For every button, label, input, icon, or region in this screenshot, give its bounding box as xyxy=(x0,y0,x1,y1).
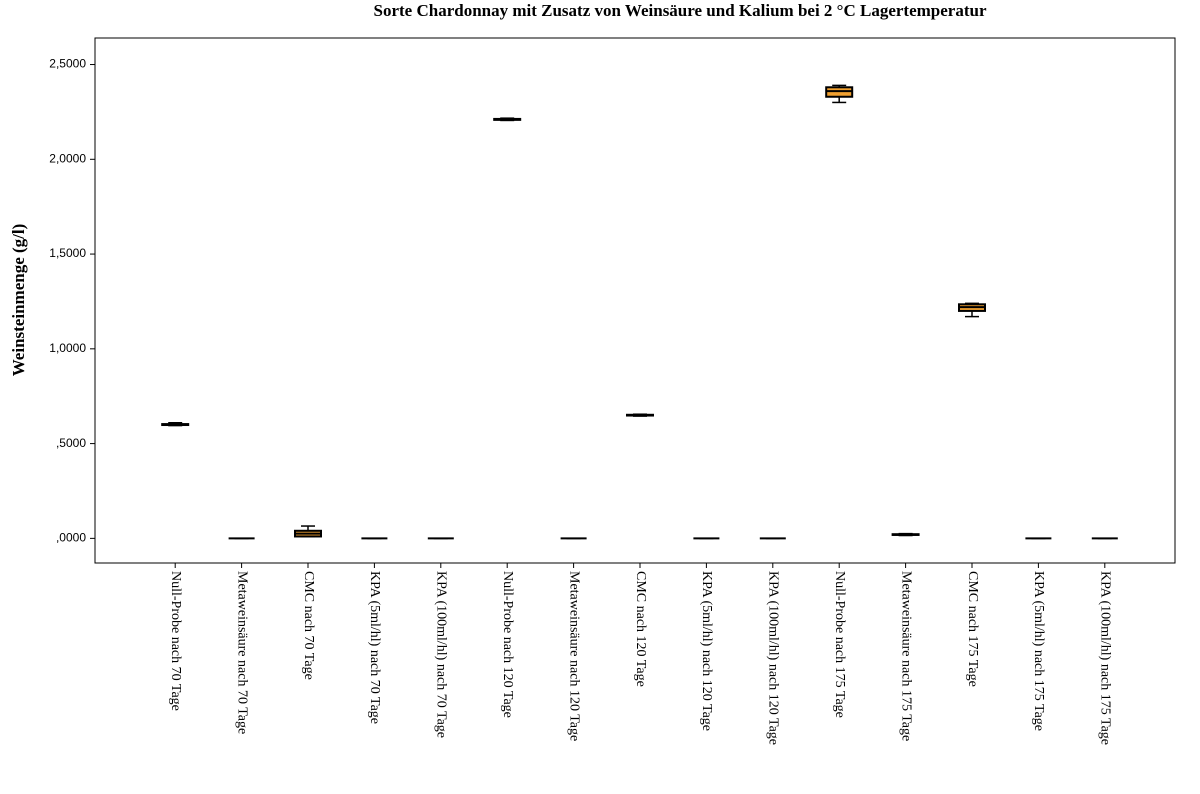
box-group xyxy=(825,84,854,104)
x-tick-label: KPA (5ml/hl) nach 175 Tage xyxy=(1031,571,1046,731)
box-group xyxy=(958,302,986,318)
y-tick-label: 1,0000 xyxy=(49,341,86,355)
x-tick-label: Null-Probe nach 175 Tage xyxy=(832,571,847,718)
x-tick-label: Null-Probe nach 70 Tage xyxy=(168,571,183,711)
chart-title: Sorte Chardonnay mit Zusatz von Weinsäur… xyxy=(374,1,987,20)
x-tick-label: KPA (100ml/hl) nach 70 Tage xyxy=(434,571,449,738)
box-group xyxy=(891,532,920,537)
x-tick-label: Metaweinsäure nach 70 Tage xyxy=(234,571,249,734)
x-tick-label: CMC nach 120 Tage xyxy=(633,571,648,687)
x-tick-label: KPA (100ml/hl) nach 120 Tage xyxy=(766,571,781,745)
x-tick-label: CMC nach 175 Tage xyxy=(965,571,980,687)
x-tick-label: Metaweinsäure nach 120 Tage xyxy=(566,571,581,741)
box-group xyxy=(493,117,522,122)
x-tick-label: CMC nach 70 Tage xyxy=(301,571,316,680)
box-group xyxy=(294,525,322,538)
y-tick-label: 2,5000 xyxy=(49,57,86,71)
x-tick-label: Null-Probe nach 120 Tage xyxy=(500,571,515,718)
box-group xyxy=(161,421,190,427)
y-tick-label: ,5000 xyxy=(56,436,86,450)
y-tick-label: ,0000 xyxy=(56,531,86,545)
y-tick-label: 2,0000 xyxy=(49,151,86,165)
y-tick-label: 1,5000 xyxy=(49,246,86,260)
x-tick-label: Metaweinsäure nach 175 Tage xyxy=(898,571,913,741)
x-tick-label: KPA (5ml/hl) nach 120 Tage xyxy=(699,571,714,731)
x-tick-label: KPA (5ml/hl) nach 70 Tage xyxy=(367,571,382,724)
plot-frame xyxy=(94,37,1176,564)
x-tick-label: KPA (100ml/hl) nach 175 Tage xyxy=(1098,571,1113,745)
box-group xyxy=(626,413,654,417)
y-axis-label: Weinsteinmenge (g/l) xyxy=(9,224,28,377)
